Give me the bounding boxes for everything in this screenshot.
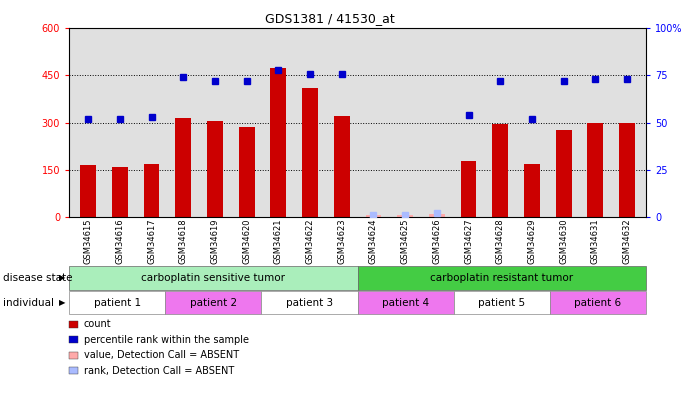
Text: patient 6: patient 6	[574, 298, 622, 307]
Bar	[334, 116, 350, 217]
Text: individual: individual	[3, 298, 55, 307]
Text: percentile rank within the sample: percentile rank within the sample	[84, 335, 249, 345]
Bar	[556, 130, 571, 217]
Text: disease state: disease state	[3, 273, 73, 283]
Text: patient 4: patient 4	[382, 298, 429, 307]
Bar	[302, 88, 318, 217]
Bar	[144, 164, 160, 217]
Text: value, Detection Call = ABSENT: value, Detection Call = ABSENT	[84, 350, 238, 360]
Text: ▶: ▶	[59, 273, 66, 282]
Bar	[366, 215, 381, 217]
Text: patient 5: patient 5	[478, 298, 525, 307]
Bar	[587, 122, 603, 217]
Text: patient 2: patient 2	[190, 298, 237, 307]
Bar	[207, 121, 223, 217]
Bar	[492, 124, 508, 217]
Bar	[80, 165, 96, 217]
Text: rank, Detection Call = ABSENT: rank, Detection Call = ABSENT	[84, 366, 234, 375]
Text: carboplatin sensitive tumor: carboplatin sensitive tumor	[142, 273, 285, 283]
Bar	[397, 215, 413, 217]
Bar	[429, 214, 445, 217]
Bar	[461, 161, 477, 217]
Bar	[270, 68, 286, 217]
Text: patient 1: patient 1	[93, 298, 141, 307]
Bar	[112, 167, 128, 217]
Bar	[619, 122, 635, 217]
Text: count: count	[84, 320, 111, 329]
Text: ▶: ▶	[59, 298, 66, 307]
Text: patient 3: patient 3	[286, 298, 333, 307]
Bar	[238, 127, 254, 217]
Text: GDS1381 / 41530_at: GDS1381 / 41530_at	[265, 12, 395, 25]
Bar	[176, 118, 191, 217]
Bar	[524, 164, 540, 217]
Text: carboplatin resistant tumor: carboplatin resistant tumor	[430, 273, 574, 283]
